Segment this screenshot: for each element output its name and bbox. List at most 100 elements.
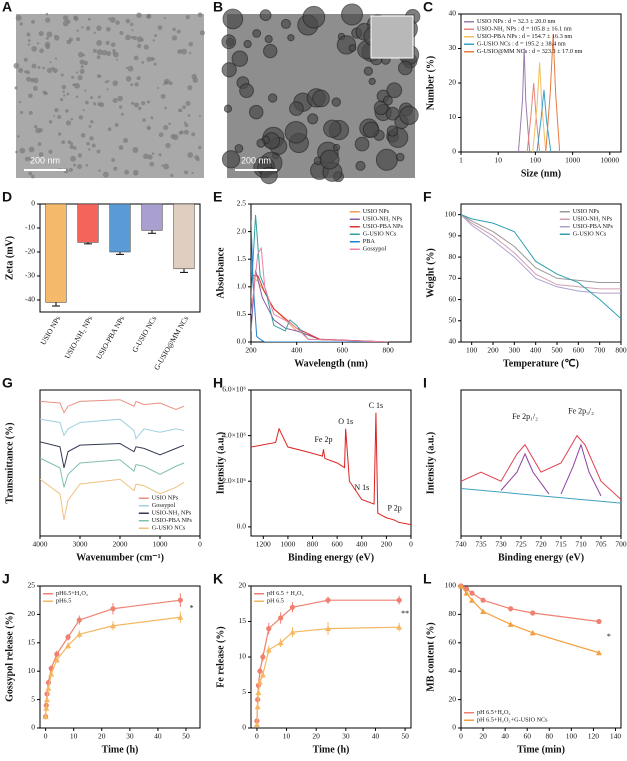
particle [136, 76, 141, 81]
particle [48, 120, 53, 124]
particle [27, 39, 31, 42]
particle [184, 170, 189, 175]
x-tick-label: USIO-NH₂ NPs [63, 314, 95, 360]
particle [163, 125, 169, 131]
particle [125, 76, 132, 82]
particle [185, 15, 190, 20]
legend-label: Gossypol [152, 502, 176, 509]
series-line [461, 488, 621, 504]
particle [307, 113, 319, 125]
scale-bar-label: 200 nm [241, 155, 271, 165]
data-point [76, 617, 82, 623]
x-tick-label: 50 [401, 732, 409, 741]
particle [106, 50, 112, 57]
particle [268, 93, 278, 103]
x-tick-label: 400 [291, 346, 303, 355]
particle [112, 48, 116, 53]
plot-frame [250, 389, 412, 537]
particle [96, 25, 102, 31]
particle [158, 132, 164, 138]
scale-bar-label: 200 nm [30, 155, 60, 165]
particle [363, 66, 373, 76]
particle [386, 125, 399, 137]
x-tick-label: 40 [501, 732, 509, 741]
particle [385, 106, 400, 121]
panel-label: I [423, 375, 427, 391]
y-axis-label: Intensity (a.u.) [215, 432, 226, 495]
particle [263, 43, 278, 59]
series-line [45, 599, 181, 717]
annotation: Fe 2p [314, 435, 332, 444]
particle [162, 83, 165, 86]
y-tick-label: 5 [242, 687, 246, 696]
particle [78, 115, 84, 120]
particle [31, 19, 35, 24]
particle [96, 40, 103, 46]
y-tick-label: 20 [449, 78, 457, 87]
x-tick-label: 730 [495, 540, 507, 549]
particle [191, 132, 196, 137]
y-tick-label: 6.0×10⁶ [222, 385, 246, 394]
legend-label: G-USIO@MM NCs : d = 323.3 ± 17.0 nm [477, 48, 583, 55]
particle [82, 53, 86, 57]
particle [110, 42, 116, 47]
annotation: Fe 2p₁/₂ [512, 412, 538, 421]
particle [169, 81, 173, 86]
x-tick-label: 800 [307, 540, 319, 549]
particle [323, 119, 342, 138]
data-point [109, 622, 116, 629]
particle [96, 55, 101, 60]
x-tick-label: 720 [535, 540, 547, 549]
y-tick-label: 60 [449, 638, 457, 647]
x-tick-label: 60 [523, 732, 531, 741]
plot-frame [250, 585, 412, 729]
data-point [508, 606, 514, 612]
particle [102, 171, 109, 178]
particle [312, 89, 330, 108]
particle [221, 150, 241, 169]
particle [150, 56, 155, 61]
particle [164, 106, 167, 110]
x-tick-label: 800 [383, 346, 395, 355]
particle [70, 117, 74, 121]
particle [362, 121, 380, 138]
particle [178, 108, 182, 113]
data-point [65, 634, 71, 640]
particle [163, 16, 166, 20]
particle [234, 144, 244, 153]
y-axis-label: MB content (%) [425, 622, 436, 691]
particle [382, 95, 393, 106]
particle [302, 5, 326, 29]
y-tick-label: 10 [449, 112, 457, 121]
particle [150, 116, 154, 120]
particle [26, 70, 31, 75]
particle [31, 45, 38, 52]
x-tick-label: 40 [372, 732, 380, 741]
particle [82, 109, 85, 112]
series-line [40, 457, 185, 488]
legend-label: USIO-PBA NPs [152, 517, 193, 524]
particle [54, 108, 59, 113]
legend-label: USIO-NH₂ NPs [152, 510, 192, 517]
particle [54, 57, 58, 60]
series-line [251, 220, 389, 342]
particle [130, 35, 134, 39]
data-point [595, 649, 602, 656]
particle [45, 17, 51, 23]
annotation: C 1s [369, 401, 383, 410]
data-point [257, 668, 263, 674]
x-tick-label: 20 [98, 732, 106, 741]
y-tick-label: 70 [449, 273, 457, 282]
x-tick-label: 140 [610, 732, 622, 741]
y-tick-label: 1.0 [237, 282, 247, 291]
particle [23, 57, 28, 62]
particle [181, 48, 187, 55]
particle [264, 35, 273, 44]
particle [88, 148, 91, 151]
x-tick-label: 3000 [73, 540, 88, 549]
panel-label: J [2, 571, 10, 587]
x-tick-label: 4000 [33, 540, 48, 549]
particle [260, 166, 278, 185]
x-tick-label: 50 [182, 732, 190, 741]
panel-label: A [2, 0, 12, 15]
